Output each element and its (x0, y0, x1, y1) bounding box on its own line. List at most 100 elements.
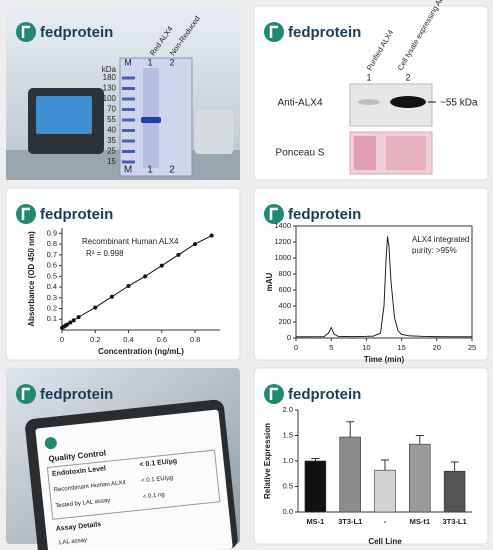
marker-band (122, 97, 135, 101)
marker-band (122, 150, 135, 153)
x-tick-label: 0.6 (157, 335, 167, 344)
logo-mark (269, 207, 278, 220)
lane-label: 1 (366, 72, 371, 82)
point (209, 233, 214, 238)
y-tick-label: 0.8 (47, 239, 57, 248)
logo-mark (21, 25, 30, 38)
logo-text: fedprotein (40, 386, 113, 403)
report-cell: < 0.1 EU/µg (139, 458, 177, 469)
x-tick-label: 20 (433, 343, 441, 352)
x-tick-label: 0 (60, 335, 64, 344)
bar (304, 460, 327, 513)
y-tick-label: 0 (287, 333, 291, 342)
y-axis-label: Relative Expression (263, 423, 272, 499)
x-axis-label: Concentration (ng/mL) (98, 347, 184, 356)
x-axis-label: Cell Line (368, 537, 402, 546)
unit-label: kDa (102, 65, 117, 74)
bar (374, 469, 396, 513)
x-tick-label: - (384, 517, 387, 526)
lane-label: M (124, 165, 132, 176)
marker-band (122, 108, 135, 111)
marker-band (122, 160, 135, 164)
x-tick-label: MS-t1 (410, 517, 430, 526)
point (109, 294, 114, 299)
marker-label: 130 (103, 84, 117, 93)
protein-band (141, 117, 161, 123)
marker-label: 35 (107, 136, 116, 145)
y-tick-label: 0.9 (47, 228, 57, 237)
band (390, 96, 426, 108)
marker-label: 25 (107, 147, 116, 156)
point (126, 283, 131, 288)
lane-label: 2 (169, 57, 174, 67)
x-axis-label: Time (min) (364, 355, 405, 364)
lane-label: 1 (147, 57, 152, 67)
band (358, 99, 380, 105)
y-tick-label: 0.5 (47, 271, 57, 280)
y-tick-label: 0.1 (47, 314, 57, 323)
point (93, 305, 98, 310)
x-tick-label: 3T3-L1 (443, 517, 467, 526)
instrument (195, 110, 233, 154)
x-tick-label: 5 (329, 343, 333, 352)
report-cell: < 0.1 EU/µg (141, 475, 173, 484)
logo-text: fedprotein (288, 386, 361, 403)
marker-label: 40 (107, 126, 116, 135)
lane (354, 136, 376, 170)
panel (5, 187, 241, 361)
point (71, 318, 76, 323)
annotation: purity: >95% (412, 246, 457, 255)
logo-text: fedprotein (40, 206, 113, 223)
y-tick-label: 800 (278, 269, 291, 278)
point (143, 274, 148, 279)
y-tick-label: 0.5 (283, 481, 293, 490)
report-cell: Tested by LAL assay (55, 498, 110, 510)
y-tick-label: 1200 (274, 237, 291, 246)
y-tick-label: 200 (278, 317, 291, 326)
report-table (46, 449, 221, 520)
marker-label: 15 (107, 157, 116, 166)
lane-label: M (124, 57, 132, 67)
point (159, 263, 164, 268)
logo-text: fedprotein (40, 24, 113, 41)
error-bar (381, 459, 389, 471)
lane-label: 1 (147, 165, 153, 176)
bar (409, 443, 431, 513)
logo-text: fedprotein (288, 206, 361, 223)
lane-label: 2 (405, 72, 410, 82)
bar (443, 470, 466, 513)
y-tick-label: 600 (278, 285, 291, 294)
y-axis-label: Absorbance (OD 450 nm) (27, 231, 36, 327)
x-tick-label: 15 (397, 343, 405, 352)
marker-band (122, 118, 135, 122)
error-bar (450, 461, 459, 472)
y-tick-label: 1.0 (283, 456, 293, 465)
x-tick-label: 0.4 (123, 335, 133, 344)
lane-label: 2 (169, 165, 175, 176)
logo-text: fedprotein (288, 24, 361, 41)
annotation: ALX4 integrated (412, 235, 469, 244)
y-axis-label: mAU (265, 272, 274, 291)
data-line (296, 236, 472, 338)
tablet-screen (35, 409, 233, 550)
logo-icon (264, 22, 284, 42)
x-tick-label: 25 (468, 343, 476, 352)
marker-band (122, 87, 135, 90)
y-tick-label: 2.0 (283, 405, 293, 414)
logo-icon (16, 384, 36, 404)
x-tick-label: 0.2 (90, 335, 100, 344)
chart-title: Recombinant Human ALX4 (82, 237, 179, 246)
logo-icon (16, 204, 36, 224)
marker-label: 100 (103, 94, 117, 103)
logo-mark (269, 387, 278, 400)
point (76, 315, 81, 320)
logo-icon (16, 22, 36, 42)
y-tick-label: 0.7 (47, 250, 57, 259)
y-tick-label: 0.6 (47, 261, 57, 270)
marker-band (122, 129, 135, 132)
error-bar (311, 457, 320, 461)
logo-mark (269, 25, 278, 38)
logo-icon (44, 437, 57, 450)
tablet: Quality Control Endotoxin Level < 0.1 EU… (25, 399, 238, 550)
